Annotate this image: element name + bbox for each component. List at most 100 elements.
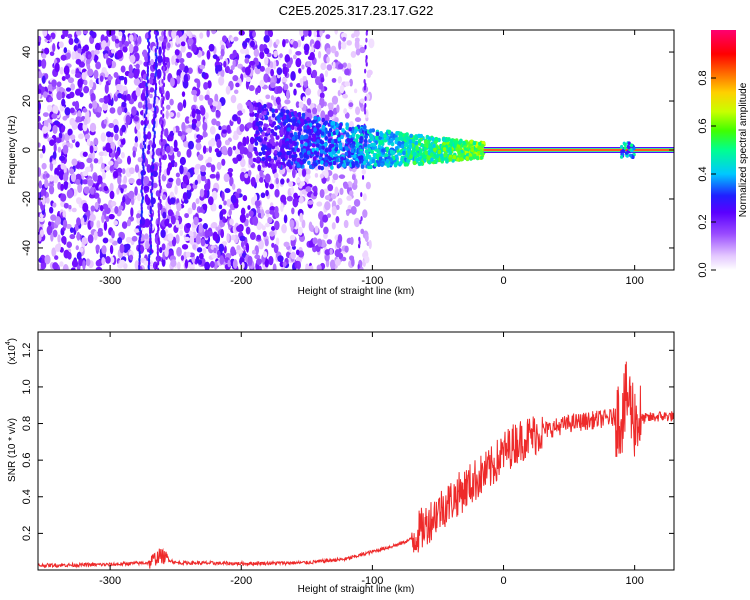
- heatmap-streak-cell: [149, 233, 152, 239]
- heatmap-cell: [248, 157, 254, 166]
- heatmap-cell: [334, 117, 339, 123]
- heatmap-cell: [235, 82, 240, 88]
- heatmap-cell: [93, 69, 99, 80]
- heatmap-cell: [60, 162, 66, 170]
- heatmap-cell: [226, 232, 230, 243]
- heatmap-cell: [381, 148, 385, 153]
- heatmap-cell: [126, 93, 131, 101]
- heatmap-cell: [472, 141, 477, 146]
- heatmap-cell: [54, 243, 61, 252]
- heatmap-cell: [337, 197, 343, 206]
- heatmap-cell: [267, 163, 272, 168]
- heatmap-cell: [64, 30, 69, 38]
- heatmap-cell: [110, 230, 115, 239]
- heatmap-cell: [362, 193, 367, 202]
- heatmap-cell: [168, 112, 175, 118]
- heatmap-cell: [308, 221, 313, 232]
- heatmap-cell: [344, 112, 350, 119]
- heatmap-cell: [128, 43, 134, 54]
- heatmap-cell: [204, 94, 210, 101]
- heatmap-cell: [105, 131, 112, 138]
- heatmap-cell: [211, 118, 217, 126]
- heatmap-cell: [52, 229, 58, 238]
- heatmap-cell: [219, 255, 225, 265]
- heatmap-cell: [247, 151, 253, 159]
- heatmap-cell: [327, 110, 334, 118]
- heatmap-streak-cell: [148, 260, 151, 266]
- heatmap-cell: [270, 95, 275, 101]
- heatmap-cell: [328, 156, 333, 162]
- heatmap-cell: [184, 116, 191, 124]
- heatmap-cell: [359, 155, 364, 160]
- heatmap-cell: [404, 142, 409, 147]
- heatmap-cell: [248, 85, 255, 92]
- heatmap-cell: [42, 125, 48, 134]
- heatmap-cell: [414, 140, 419, 146]
- heatmap-cell: [296, 163, 301, 168]
- heatmap-cell: [45, 173, 50, 179]
- heatmap-cell: [63, 181, 69, 187]
- heatmap-cell: [312, 137, 317, 142]
- heatmap-cell: [185, 127, 193, 134]
- heatmap-cell: [278, 151, 282, 156]
- heatmap-cell: [284, 99, 291, 105]
- colorbar-label: Normalized spectral amplitude: [738, 82, 749, 217]
- heatmap-streak-cell: [162, 96, 165, 101]
- heatmap-cell: [177, 102, 184, 112]
- heatmap-cell: [275, 38, 280, 45]
- heatmap-cell: [195, 198, 200, 205]
- heatmap-cell: [154, 118, 158, 128]
- heatmap-cell: [189, 265, 195, 270]
- heatmap-cell: [331, 95, 339, 105]
- heatmap-cell: [430, 157, 434, 162]
- heatmap-cell: [360, 164, 365, 169]
- heatmap-cell: [351, 258, 355, 267]
- heatmap-cell: [101, 256, 106, 266]
- heatmap-cell: [222, 35, 227, 43]
- heatmap-cell: [299, 78, 303, 86]
- heatmap-cell: [81, 237, 88, 245]
- heatmap-cell: [106, 57, 112, 66]
- heatmap-cell: [89, 30, 95, 36]
- heatmap-cell: [296, 260, 301, 270]
- heatmap-streak-cell: [155, 30, 158, 33]
- heatmap-blob-cell: [620, 144, 624, 149]
- heatmap-cell: [218, 125, 222, 131]
- heatmap-cell: [125, 114, 131, 125]
- heatmap-cell: [134, 260, 139, 270]
- heatmap-cell: [229, 218, 234, 226]
- heatmap-streak-cell: [159, 185, 162, 191]
- heatmap-cell: [320, 97, 325, 108]
- heatmap-cell: [83, 118, 88, 126]
- heatmap-cell: [38, 122, 42, 130]
- heatmap-cell: [104, 207, 111, 215]
- heatmap-streak-cell: [150, 168, 154, 173]
- heatmap-cell: [121, 101, 127, 108]
- heatmap-cell: [69, 233, 76, 240]
- heatmap-cell: [128, 177, 135, 184]
- heatmap-cell: [181, 243, 189, 250]
- heatmap-cell: [323, 226, 329, 235]
- heatmap-cell: [329, 151, 333, 157]
- heatmap-cell: [107, 75, 113, 81]
- heatmap-cell: [67, 252, 72, 260]
- heatmap-cell: [137, 101, 143, 109]
- heatmap-cell: [277, 118, 281, 124]
- heatmap-cell: [146, 150, 150, 155]
- heatmap-cell: [230, 194, 237, 204]
- heatmap-cell: [215, 110, 221, 118]
- heatmap-cell: [337, 137, 341, 142]
- heatmap-streak-cell: [151, 185, 154, 191]
- heatmap-cell: [229, 176, 234, 187]
- heatmap-cell: [83, 85, 90, 94]
- heatmap-cell: [221, 129, 228, 134]
- heatmap-cell: [100, 132, 107, 142]
- heatmap-cell: [276, 85, 283, 94]
- heatmap-streak-cell: [361, 175, 365, 180]
- heatmap-cell: [70, 83, 75, 91]
- heatmap-cell: [313, 115, 318, 121]
- heatmap-cell: [407, 149, 411, 155]
- heatmap-cell: [370, 149, 374, 154]
- heatmap-cell: [323, 169, 329, 179]
- heatmap-cell: [53, 120, 60, 125]
